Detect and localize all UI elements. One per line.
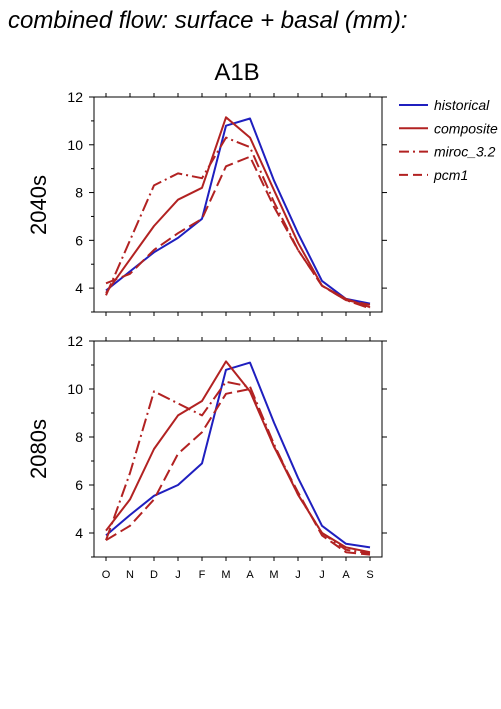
y-tick-label: 10 xyxy=(67,137,83,153)
series-line-composite xyxy=(105,360,371,554)
legend: historical composite miroc_3.2 pcm1 xyxy=(399,97,498,183)
x-tick-label: J xyxy=(295,569,301,581)
plot-frame xyxy=(93,340,383,558)
y-tick-label: 6 xyxy=(75,232,83,248)
y-tick-label: 6 xyxy=(75,477,83,493)
y-axis-label: 2080s xyxy=(26,419,51,479)
series-line-pcm1 xyxy=(105,388,371,556)
y-tick-label: 8 xyxy=(75,429,83,445)
series-line-miroc-3-2 xyxy=(105,136,371,310)
series-line-pcm1 xyxy=(105,155,371,306)
x-tick-label: A xyxy=(342,569,350,581)
y-tick-label: 4 xyxy=(75,525,83,541)
x-tick-label: N xyxy=(126,569,134,581)
y-axis-label: 2040s xyxy=(26,175,51,235)
panel-2080s: 4 6 8 10 12 O N D J F M A M J J A S 2080s xyxy=(26,333,387,581)
x-tick-label: D xyxy=(150,569,158,581)
legend-label: pcm1 xyxy=(433,167,468,183)
series-line-miroc-3-2 xyxy=(105,380,371,555)
plot-frame xyxy=(93,96,383,313)
scenario-title: A1B xyxy=(214,59,259,86)
series-line-historical xyxy=(105,117,371,305)
y-tick-label: 8 xyxy=(75,185,83,201)
x-tick-label: J xyxy=(175,569,181,581)
x-tick-label: J xyxy=(319,569,325,581)
y-tick-label: 10 xyxy=(67,381,83,397)
series-line-composite xyxy=(105,116,371,309)
panel-2040s: 4 6 8 10 12 2040s xyxy=(26,89,387,316)
legend-label: historical xyxy=(434,97,490,113)
y-tick-label: 12 xyxy=(67,89,83,105)
x-tick-label: O xyxy=(102,569,111,581)
x-tick-label: S xyxy=(366,569,373,581)
series-line-historical xyxy=(105,361,371,549)
x-tick-label: A xyxy=(246,569,254,581)
x-tick-label: F xyxy=(199,569,206,581)
legend-label: composite xyxy=(434,120,498,136)
legend-label: miroc_3.2 xyxy=(434,144,496,160)
x-tick-label: M xyxy=(269,569,278,581)
y-tick-label: 4 xyxy=(75,280,83,296)
figure-title: combined flow: surface + basal (mm): xyxy=(8,7,407,34)
y-tick-label: 12 xyxy=(67,333,83,349)
x-tick-label: M xyxy=(221,569,230,581)
